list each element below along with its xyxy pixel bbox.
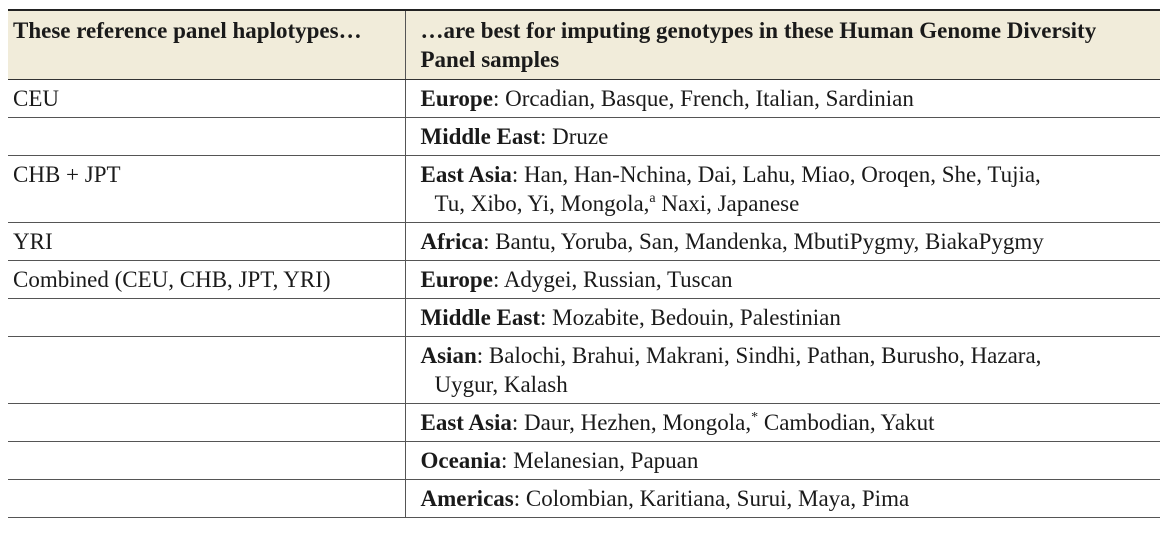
population-list: Colombian, Karitiana, Surui, Maya, Pima <box>525 485 910 511</box>
samples-cell: Middle East: Druze <box>404 117 1160 156</box>
region-separator: : <box>539 123 553 149</box>
table-row: Combined (CEU, CHB, JPT, YRI) Europe: Ad… <box>8 260 1160 299</box>
samples-cell: Asian: Balochi, Brahui, Makrani, Sindhi,… <box>404 336 1160 404</box>
footnote-marker: a <box>649 190 656 206</box>
region-separator: : <box>483 228 496 254</box>
panel-cell: Combined (CEU, CHB, JPT, YRI) <box>8 260 405 299</box>
region-label: Americas <box>420 485 514 511</box>
population-list-continued: Uygur, Kalash <box>434 371 568 397</box>
panel-cell <box>8 298 405 337</box>
panel-cell <box>8 336 405 404</box>
table-row: CEU Europe: Orcadian, Basque, French, It… <box>8 79 1160 118</box>
population-list: Balochi, Brahui, Makrani, Sindhi, Pathan… <box>488 342 1042 368</box>
region-label: East Asia <box>420 161 512 187</box>
panel-cell <box>8 403 405 442</box>
table-row: CHB + JPT East Asia: Han, Han-Nchina, Da… <box>8 155 1160 223</box>
region-separator: : <box>501 447 514 473</box>
population-list-continued: Tu, Xibo, Yi, Mongola,a Naxi, Japanese <box>421 189 1153 218</box>
population-list: Bantu, Yoruba, San, Mandenka, MbutiPygmy… <box>495 228 1044 254</box>
population-list: Melanesian, Papuan <box>513 447 699 473</box>
region-separator: : <box>492 85 506 111</box>
population-list: Mozabite, Bedouin, Palestinian <box>552 304 841 330</box>
panel-cell: YRI <box>8 222 405 261</box>
region-separator: : <box>511 161 525 187</box>
panel-cell <box>8 479 405 518</box>
samples-cell: Europe: Orcadian, Basque, French, Italia… <box>404 79 1160 118</box>
panel-cell: CHB + JPT <box>8 155 405 223</box>
population-list: Adygei, Russian, Tuscan <box>503 266 733 292</box>
table-row: YRI Africa: Bantu, Yoruba, San, Mandenka… <box>8 222 1160 261</box>
table-row: Middle East: Druze <box>8 117 1160 156</box>
population-list-part: Cambodian, Yakut <box>758 409 935 435</box>
panel-cell: CEU <box>8 79 405 118</box>
table-body: CEU Europe: Orcadian, Basque, French, It… <box>8 79 1160 518</box>
region-label: Europe <box>420 266 493 292</box>
region-label: Middle East <box>420 123 540 149</box>
table-row: East Asia: Daur, Hezhen, Mongola,* Cambo… <box>8 403 1160 442</box>
region-label: Asian <box>420 342 477 368</box>
population-list-part: Naxi, Japanese <box>655 190 800 216</box>
reference-panel-table: These reference panel haplotypes… …are b… <box>8 9 1160 518</box>
samples-cell: East Asia: Han, Han-Nchina, Dai, Lahu, M… <box>404 155 1160 223</box>
panel-cell <box>8 117 405 156</box>
samples-cell: Middle East: Mozabite, Bedouin, Palestin… <box>404 298 1160 337</box>
region-separator: : <box>511 409 525 435</box>
region-separator: : <box>539 304 553 330</box>
region-label: Middle East <box>420 304 540 330</box>
table-row: Middle East: Mozabite, Bedouin, Palestin… <box>8 298 1160 337</box>
region-separator: : <box>476 342 489 368</box>
region-label: East Asia <box>420 409 512 435</box>
samples-cell: Americas: Colombian, Karitiana, Surui, M… <box>404 479 1160 518</box>
region-separator: : <box>513 485 526 511</box>
samples-cell: Oceania: Melanesian, Papuan <box>404 441 1160 480</box>
header-hgdp-samples: …are best for imputing genotypes in thes… <box>404 9 1160 80</box>
samples-cell: Africa: Bantu, Yoruba, San, Mandenka, Mb… <box>404 222 1160 261</box>
population-list-part: Tu, Xibo, Yi, Mongola, <box>434 190 650 216</box>
panel-cell <box>8 441 405 480</box>
samples-cell: East Asia: Daur, Hezhen, Mongola,* Cambo… <box>404 403 1160 442</box>
samples-cell: Europe: Adygei, Russian, Tuscan <box>404 260 1160 299</box>
population-list: Daur, Hezhen, Mongola, <box>524 409 752 435</box>
population-list: Han, Han-Nchina, Dai, Lahu, Miao, Oroqen… <box>524 161 1041 187</box>
table-row: Americas: Colombian, Karitiana, Surui, M… <box>8 479 1160 518</box>
header-row: These reference panel haplotypes… …are b… <box>8 9 1160 80</box>
header-reference-panel: These reference panel haplotypes… <box>8 9 405 80</box>
table-row: Oceania: Melanesian, Papuan <box>8 441 1160 480</box>
region-separator: : <box>492 266 504 292</box>
table-header: These reference panel haplotypes… …are b… <box>8 9 1160 80</box>
population-list: Orcadian, Basque, French, Italian, Sardi… <box>505 85 914 111</box>
region-label: Oceania <box>420 447 502 473</box>
region-label: Europe <box>420 85 493 111</box>
footnote-marker: * <box>751 409 759 425</box>
region-label: Africa <box>420 228 484 254</box>
table-row: Asian: Balochi, Brahui, Makrani, Sindhi,… <box>8 336 1160 404</box>
population-list: Druze <box>552 123 609 149</box>
